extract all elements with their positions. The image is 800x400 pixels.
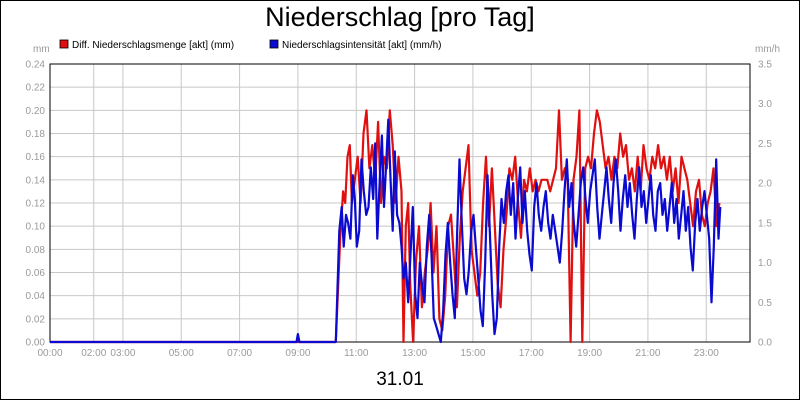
y-left-tick-label: 0.04 bbox=[26, 291, 46, 302]
y-left-tick-label: 0.06 bbox=[26, 268, 46, 279]
y-left-tick-label: 0.18 bbox=[26, 129, 46, 140]
x-tick-label: 15:00 bbox=[460, 348, 485, 359]
x-tick-label: 07:00 bbox=[227, 348, 252, 359]
tick-layer: 00:00 02:00 03:00 05:00 07:00 09:00 11:00 13:00… bbox=[26, 60, 773, 360]
y-right-tick-label: 3.5 bbox=[758, 60, 772, 71]
x-tick-label: 13:00 bbox=[402, 348, 427, 359]
y-left-tick-label: 0.20 bbox=[26, 106, 46, 117]
y-right-unit-label: mm/h bbox=[755, 44, 780, 55]
plot-border bbox=[49, 63, 751, 343]
y-left-tick-label: 0.12 bbox=[26, 199, 46, 210]
y-right-tick-label: 2.0 bbox=[758, 179, 772, 190]
x-tick-label: 05:00 bbox=[169, 348, 194, 359]
legend-item-series-2: Niederschlagsintensität [akt] (mm/h) bbox=[269, 39, 442, 51]
y-right-tick-label: 0.0 bbox=[758, 338, 772, 349]
y-right-tick-label: 1.0 bbox=[758, 258, 772, 269]
y-right-tick-label: 2.5 bbox=[758, 139, 772, 150]
date-label: 31.01 bbox=[376, 369, 424, 390]
x-tick-label: 09:00 bbox=[285, 348, 310, 359]
series-layer bbox=[50, 109, 722, 344]
x-tick-label: 00:00 bbox=[37, 348, 62, 359]
legend-item-series-1: Diff. Niederschlagsmenge [akt] (mm) bbox=[59, 39, 234, 51]
legend-label-series-1: Diff. Niederschlagsmenge [akt] (mm) bbox=[72, 40, 234, 51]
grid-layer bbox=[49, 63, 750, 343]
x-tick-label: 02:00 bbox=[81, 348, 106, 359]
y-left-tick-label: 0.02 bbox=[26, 314, 46, 325]
legend: Diff. Niederschlagsmenge [akt] (mm) Nied… bbox=[59, 39, 442, 51]
legend-label-series-2: Niederschlagsintensität [akt] (mm/h) bbox=[282, 40, 442, 51]
y-left-tick-label: 0.22 bbox=[26, 83, 46, 94]
y-left-tick-label: 0.10 bbox=[26, 222, 46, 233]
legend-swatch-series-2 bbox=[269, 39, 279, 49]
y-left-unit-label: mm bbox=[33, 44, 50, 55]
x-tick-label: 17:00 bbox=[519, 348, 544, 359]
y-right-tick-label: 0.5 bbox=[758, 298, 772, 309]
y-left-tick-label: 0.00 bbox=[26, 338, 46, 349]
legend-swatch-series-1 bbox=[59, 39, 69, 49]
series-line-2 bbox=[50, 118, 722, 344]
y-left-tick-label: 0.16 bbox=[26, 152, 46, 163]
y-right-tick-label: 1.5 bbox=[758, 218, 772, 229]
y-left-tick-label: 0.24 bbox=[26, 60, 46, 71]
x-tick-label: 23:00 bbox=[694, 348, 719, 359]
x-tick-label: 21:00 bbox=[635, 348, 660, 359]
x-tick-label: 19:00 bbox=[577, 348, 602, 359]
chart-title: Niederschlag [pro Tag] bbox=[265, 2, 535, 32]
y-right-tick-label: 3.0 bbox=[758, 99, 772, 110]
y-left-tick-label: 0.08 bbox=[26, 245, 46, 256]
y-left-tick-label: 0.14 bbox=[26, 175, 46, 186]
x-tick-label: 03:00 bbox=[110, 348, 135, 359]
x-tick-label: 11:00 bbox=[344, 348, 369, 359]
